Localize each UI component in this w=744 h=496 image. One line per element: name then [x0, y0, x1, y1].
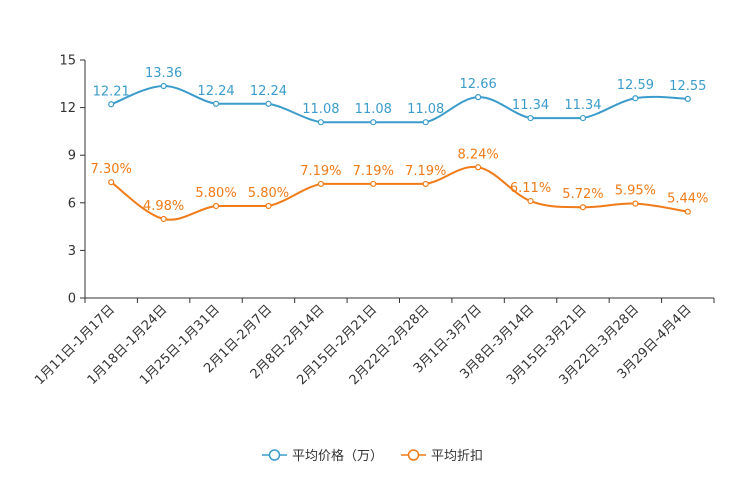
data-label: 7.30%: [91, 162, 132, 177]
series-1: 12.21 13.36 12.24 12.24 11.08 11.08 11.08 12.66…: [93, 66, 706, 126]
legend-item-1[interactable]: 平均价格（万）: [262, 448, 383, 464]
data-point[interactable]: [527, 197, 534, 205]
data-label: 11.08: [407, 102, 444, 117]
y-tick-label: 3: [68, 244, 76, 259]
data-point[interactable]: [108, 179, 115, 186]
data-point[interactable]: [265, 202, 272, 210]
data-label: 7.19%: [353, 164, 394, 179]
legend-label: 平均折扣: [431, 449, 483, 464]
y-tick-label: 15: [59, 54, 76, 69]
data-point[interactable]: [317, 119, 324, 126]
data-point[interactable]: [317, 180, 324, 188]
data-point[interactable]: [265, 100, 272, 107]
data-label: 11.34: [512, 98, 549, 113]
data-label: 12.24: [197, 84, 234, 99]
legend-label: 平均价格（万）: [292, 448, 383, 464]
y-tick-label: 0: [68, 292, 76, 307]
data-point[interactable]: [422, 119, 429, 126]
y-tick-label: 6: [68, 196, 76, 211]
legend-marker-icon: [268, 449, 281, 461]
data-point[interactable]: [632, 95, 639, 102]
data-point[interactable]: [370, 180, 377, 188]
data-label: 8.24%: [457, 147, 498, 162]
data-point[interactable]: [160, 82, 167, 90]
data-label: 7.19%: [300, 164, 341, 179]
data-label: 5.80%: [248, 186, 289, 201]
data-point[interactable]: [108, 101, 115, 108]
data-label: 5.95%: [615, 184, 656, 199]
data-label: 5.80%: [195, 186, 236, 201]
data-label: 12.24: [250, 84, 287, 99]
data-point[interactable]: [212, 202, 220, 210]
data-point[interactable]: [475, 94, 482, 101]
legend[interactable]: 平均价格（万） 平均折扣: [262, 448, 483, 464]
data-point[interactable]: [684, 208, 691, 215]
data-label: 6.11%: [510, 181, 551, 196]
legend-item-2[interactable]: 平均折扣: [401, 449, 483, 464]
data-label: 12.21: [93, 84, 130, 99]
data-label: 12.59: [617, 78, 654, 93]
data-label: 11.08: [355, 102, 392, 117]
data-point[interactable]: [632, 200, 639, 207]
y-tick-label: 12: [59, 101, 76, 116]
data-label: 5.44%: [667, 192, 708, 207]
legend-marker-icon: [407, 449, 420, 461]
y-tick-label: 9: [68, 149, 76, 164]
data-label: 7.19%: [405, 164, 446, 179]
data-point[interactable]: [212, 100, 220, 107]
data-label: 5.72%: [562, 187, 603, 202]
series-line: [110, 85, 688, 124]
data-point[interactable]: [527, 114, 534, 122]
data-point[interactable]: [422, 180, 429, 188]
data-point[interactable]: [579, 204, 587, 211]
data-point[interactable]: [579, 114, 587, 122]
data-label: 4.98%: [143, 199, 184, 214]
data-label: 12.55: [669, 79, 706, 94]
series-2: 7.30% 4.98% 5.80% 5.80% 7.19% 7.19% 7.19% 8.24%…: [91, 147, 708, 223]
data-point[interactable]: [684, 95, 691, 102]
data-point[interactable]: [160, 215, 167, 223]
series-layer: 12.21 13.36 12.24 12.24 11.08 11.08 11.08 12.66…: [91, 66, 708, 223]
data-point[interactable]: [475, 164, 482, 171]
data-point[interactable]: [370, 119, 377, 126]
data-label: 12.66: [460, 77, 497, 92]
data-label: 13.36: [145, 66, 182, 81]
data-label: 11.34: [564, 98, 601, 113]
data-label: 11.08: [302, 102, 339, 117]
